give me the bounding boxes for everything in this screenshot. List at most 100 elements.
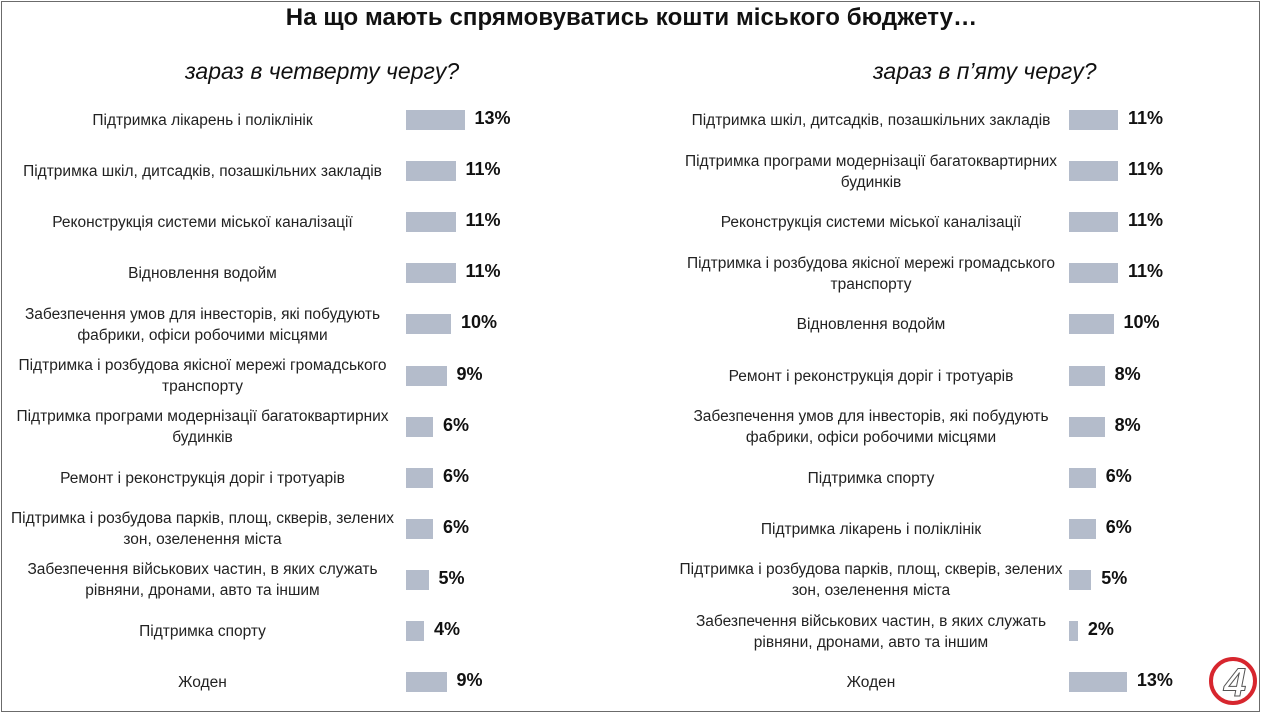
bar-row: Жоден 9% bbox=[0, 657, 620, 708]
value-label: 11% bbox=[1127, 210, 1163, 231]
value-label: 11% bbox=[1127, 108, 1163, 128]
bar bbox=[406, 621, 424, 641]
category-label: Підтримка лікарень і поліклінік bbox=[92, 112, 313, 129]
value-label: 9% bbox=[456, 363, 483, 384]
bar bbox=[406, 467, 433, 488]
bar-row: Реконструкція системи міської каналізаці… bbox=[0, 197, 620, 248]
category-label: Забезпечення умов для інвесторів, які по… bbox=[693, 408, 1049, 447]
category-label: Підтримка шкіл, дитсадків, позашкільних … bbox=[691, 112, 1051, 129]
page-title: На що мають спрямовуватись кошти міськог… bbox=[285, 4, 978, 31]
value-label: 6% bbox=[1105, 516, 1132, 537]
value-label: 11% bbox=[1127, 159, 1163, 180]
bar bbox=[1069, 161, 1118, 182]
category-label: Підтримка і розбудова якісної мережі гро… bbox=[18, 357, 387, 395]
bar-row: Забезпечення умов для інвесторів, які по… bbox=[0, 299, 620, 350]
bar bbox=[1069, 416, 1105, 437]
bar-row: Підтримка шкіл, дитсадків, позашкільних … bbox=[640, 95, 1260, 146]
bar bbox=[1069, 212, 1118, 233]
bar-row: Відновлення водойм 11% bbox=[0, 248, 620, 299]
category-label: Забезпечення умов для інвесторів, які по… bbox=[24, 305, 381, 344]
bar-row: Ремонт і реконструкція доріг і тротуарів… bbox=[640, 351, 1260, 402]
value-label: 8% bbox=[1114, 363, 1141, 384]
bar bbox=[406, 365, 447, 386]
category-label: Жоден bbox=[846, 674, 896, 692]
value-label: 13% bbox=[1136, 670, 1173, 691]
category-label: Підтримка спорту bbox=[139, 623, 266, 640]
bar-row: Підтримка програми модернізації багатокв… bbox=[0, 402, 620, 453]
value-label: 10% bbox=[461, 312, 498, 333]
value-label: 11% bbox=[465, 261, 501, 282]
category-label: Підтримка лікарень і поліклінік bbox=[760, 520, 982, 538]
right-bar-chart: Підтримка шкіл, дитсадків, позашкільних … bbox=[640, 95, 1260, 707]
left-bar-chart: Підтримка лікарень і поліклінік 13% Підтри… bbox=[0, 95, 620, 707]
bar-row: Підтримка спорту 4% bbox=[0, 606, 620, 657]
bar bbox=[406, 212, 456, 233]
bar-row: Підтримка і розбудова парків, площ, скве… bbox=[640, 555, 1260, 606]
bar bbox=[406, 314, 451, 335]
bar bbox=[406, 569, 429, 590]
bar bbox=[1069, 569, 1092, 590]
category-label: Підтримка і розбудова парків, площ, скве… bbox=[11, 510, 394, 549]
value-label: 11% bbox=[1127, 261, 1163, 282]
bar-row: Реконструкція системи міської каналізаці… bbox=[640, 197, 1260, 248]
bar bbox=[1069, 263, 1118, 284]
category-label: Підтримка програми модернізації багатокв… bbox=[684, 152, 1058, 191]
category-label: Підтримка і розбудова якісної мережі гро… bbox=[686, 254, 1056, 293]
value-label: 6% bbox=[443, 465, 470, 486]
bar bbox=[1069, 110, 1118, 130]
value-label: 5% bbox=[438, 567, 465, 588]
category-label: Відновлення водойм bbox=[796, 316, 946, 334]
category-label: Забезпечення військових частин, в яких с… bbox=[27, 561, 378, 600]
bar bbox=[1069, 467, 1096, 488]
value-label: 9% bbox=[456, 670, 483, 691]
bar-row: Підтримка шкіл, дитсадків, позашкільних … bbox=[0, 146, 620, 197]
bar bbox=[1069, 518, 1096, 539]
value-label: 6% bbox=[443, 516, 470, 537]
bar bbox=[1069, 314, 1114, 335]
category-label: Забезпечення військових частин, в яких с… bbox=[695, 612, 1047, 651]
category-label: Підтримка програми модернізації багатокв… bbox=[16, 408, 389, 447]
category-label: Реконструкція системи міської каналізаці… bbox=[52, 214, 353, 232]
category-label: Реконструкція системи міської каналізаці… bbox=[720, 214, 1022, 232]
bar-row: Жоден 13% bbox=[640, 657, 1260, 708]
value-label: 10% bbox=[1123, 312, 1160, 333]
bar bbox=[1069, 621, 1078, 641]
bar bbox=[406, 263, 456, 284]
category-label: Підтримка спорту bbox=[807, 469, 935, 487]
category-label: Ремонт і реконструкція доріг і тротуарів bbox=[60, 469, 345, 487]
category-label: Підтримка шкіл, дитсадків, позашкільних … bbox=[23, 163, 382, 181]
value-label: 13% bbox=[474, 108, 511, 128]
bar-row: Забезпечення умов для інвесторів, які по… bbox=[640, 402, 1260, 453]
bar-row: Ремонт і реконструкція доріг і тротуарів… bbox=[0, 453, 620, 504]
bar-row: Підтримка лікарень і поліклінік 13% bbox=[0, 95, 620, 146]
bar bbox=[406, 110, 465, 130]
bar-row: Забезпечення військових частин, в яких с… bbox=[640, 606, 1260, 657]
bar bbox=[406, 161, 456, 182]
category-label: Жоден bbox=[178, 674, 227, 692]
right-chart-title: зараз в п’яту чергу? bbox=[873, 58, 1097, 84]
value-label: 5% bbox=[1101, 567, 1128, 588]
bar-row: Підтримка спорту 6% bbox=[640, 453, 1260, 504]
bar bbox=[406, 518, 433, 539]
category-label: Підтримка і розбудова парків, площ, скве… bbox=[679, 561, 1063, 600]
value-label: 6% bbox=[443, 414, 470, 435]
value-label: 11% bbox=[465, 159, 501, 180]
bar-row: Підтримка і розбудова парків, площ, скве… bbox=[0, 504, 620, 555]
bar bbox=[406, 416, 433, 437]
bar-row: Підтримка і розбудова якісної мережі гро… bbox=[0, 351, 620, 402]
svg-text:4: 4 bbox=[1223, 661, 1246, 705]
bar-row: Забезпечення військових частин, в яких с… bbox=[0, 555, 620, 606]
category-label: Ремонт і реконструкція доріг і тротуарів bbox=[728, 367, 1014, 385]
bar bbox=[1069, 365, 1105, 386]
bar-row: Відновлення водойм 10% bbox=[640, 299, 1260, 350]
left-chart-title: зараз в четверту чергу? bbox=[185, 58, 460, 84]
bar-row: Підтримка програми модернізації багатокв… bbox=[640, 146, 1260, 197]
bar-row: Підтримка і розбудова якісної мережі гро… bbox=[640, 248, 1260, 299]
bar-row: Підтримка лікарень і поліклінік 6% bbox=[640, 504, 1260, 555]
value-label: 6% bbox=[1105, 465, 1132, 486]
category-label: Відновлення водойм bbox=[128, 265, 277, 283]
bar bbox=[1069, 672, 1127, 693]
value-label: 2% bbox=[1087, 619, 1114, 639]
channel-4-logo: 4 bbox=[1209, 657, 1257, 706]
